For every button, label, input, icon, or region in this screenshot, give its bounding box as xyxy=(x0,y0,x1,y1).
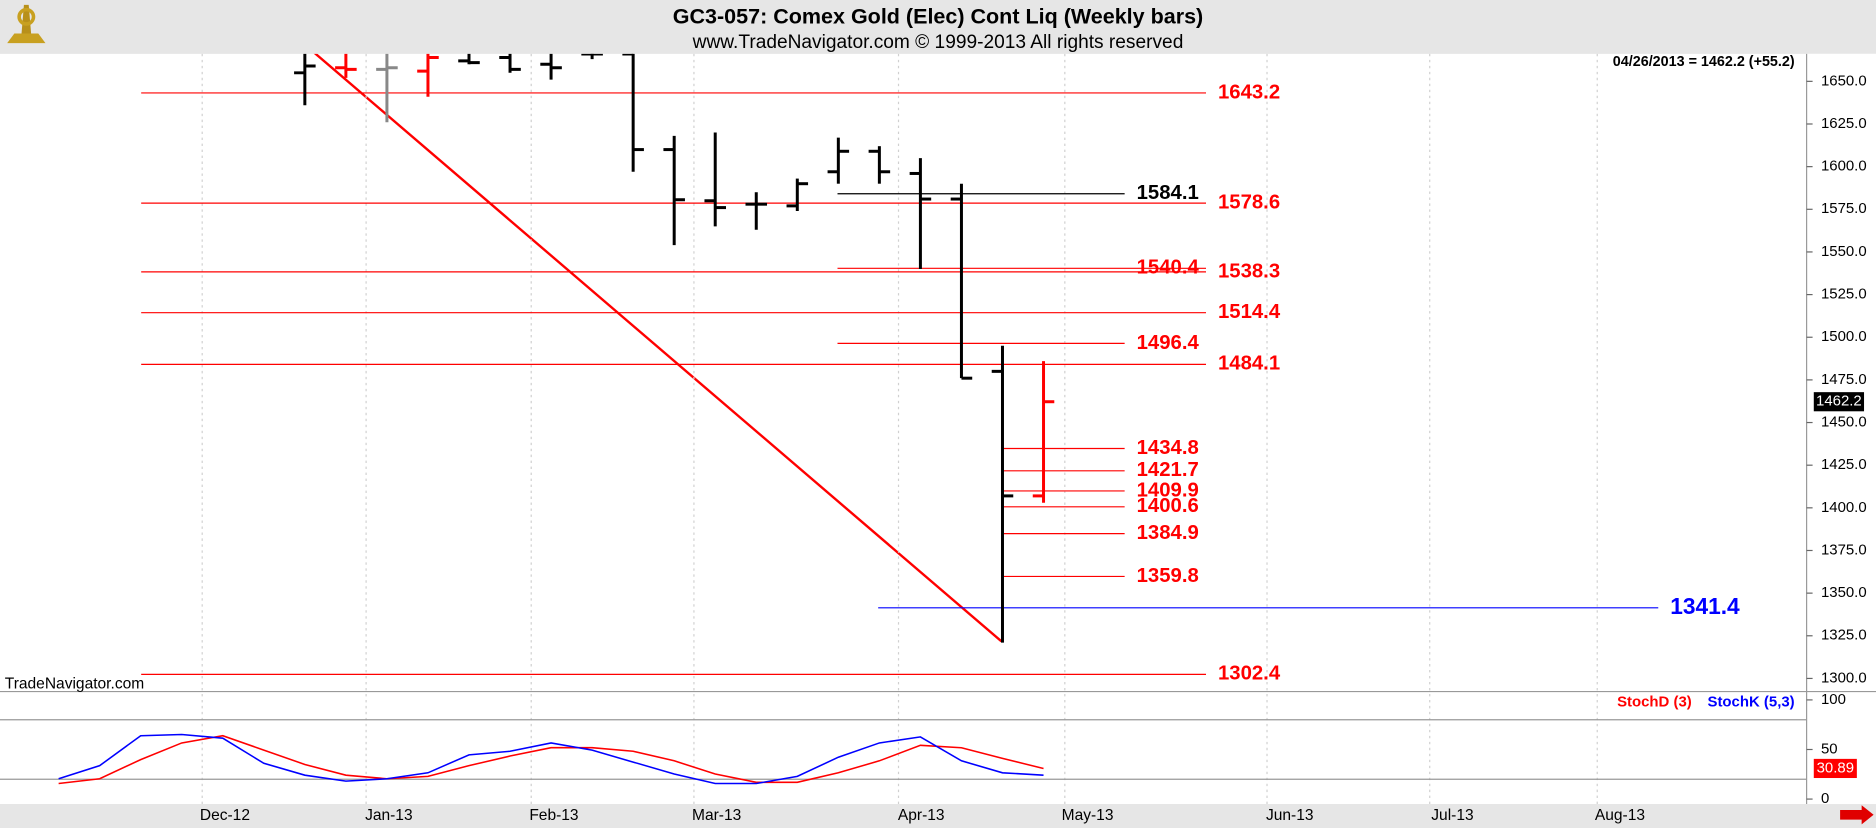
value-label-box xyxy=(1813,758,1857,779)
level-label: 1409.9 xyxy=(1137,479,1199,501)
level-label: 1384.9 xyxy=(1137,522,1199,544)
bars xyxy=(294,53,1055,643)
level-label: 1359.8 xyxy=(1137,565,1199,587)
stoch-line xyxy=(58,734,1044,785)
chart-title: GC3-057: Comex Gold (Elec) Cont Liq (Wee… xyxy=(673,5,1203,29)
x-tick-label: Aug-13 xyxy=(1595,807,1645,824)
x-tick-label: Jan-13 xyxy=(365,807,413,824)
x-tick-label: Jul-13 xyxy=(1431,807,1473,824)
x-tick-label: May-13 xyxy=(1062,807,1114,824)
level-label: 1484.1 xyxy=(1218,353,1280,375)
y-tick-label: 1400.0 xyxy=(1821,499,1867,516)
x-axis-bg xyxy=(0,804,1876,828)
y-tick-label: 1325.0 xyxy=(1821,627,1867,644)
header-bg xyxy=(0,0,1876,54)
watermark: TradeNavigator.com xyxy=(5,676,144,693)
chart-subtitle: www.TradeNavigator.com © 1999-2013 All r… xyxy=(692,32,1184,53)
level-label: 1421.7 xyxy=(1137,459,1199,481)
level-label: 1341.4 xyxy=(1670,593,1740,619)
level-label: 1540.4 xyxy=(1137,257,1200,279)
level-label: 1434.8 xyxy=(1137,437,1199,459)
last-price-box xyxy=(1813,392,1865,412)
level-label: 1302.4 xyxy=(1218,663,1281,685)
last-price-annotation: 04/26/2013 = 1462.2 (+55.2) xyxy=(1613,54,1795,70)
y-tick-label: 1525.0 xyxy=(1821,286,1867,303)
level-label: 1578.6 xyxy=(1218,192,1280,214)
y-tick-label: 1350.0 xyxy=(1821,584,1867,601)
y-tick-label: 100 xyxy=(1821,691,1846,708)
level-label: 1538.3 xyxy=(1218,260,1280,282)
trend-line-group xyxy=(313,53,1003,643)
trend-line xyxy=(313,53,1003,643)
y-axis-bg xyxy=(1806,53,1876,805)
level-label: 1496.4 xyxy=(1137,332,1200,354)
y-tick-label: 1500.0 xyxy=(1821,328,1867,345)
last-price-label: 1462.2 xyxy=(1816,393,1862,410)
x-tick-label: Apr-13 xyxy=(898,807,945,824)
level-label: 1643.2 xyxy=(1218,81,1280,103)
x-tick-label: Mar-13 xyxy=(692,807,741,824)
logo xyxy=(7,4,46,44)
y-tick-label: 1625.0 xyxy=(1821,115,1867,132)
legend-entry: StochD (3) xyxy=(1617,693,1692,710)
y-tick-label: 1550.0 xyxy=(1821,243,1867,260)
y-tick-label: 1375.0 xyxy=(1821,541,1867,558)
stoch-line xyxy=(58,733,1044,785)
y-tick-label: 1300.0 xyxy=(1821,669,1867,686)
y-tick-label: 0 xyxy=(1821,790,1829,807)
x-tick-label: Jun-13 xyxy=(1266,807,1314,824)
scroll-arrow[interactable] xyxy=(1840,805,1874,825)
y-tick-label: 50 xyxy=(1821,740,1838,757)
x-tick-label: Feb-13 xyxy=(529,807,578,824)
y-tick-label: 1425.0 xyxy=(1821,456,1867,473)
level-label: 1584.1 xyxy=(1137,182,1199,204)
legend-entry: StochK (5,3) xyxy=(1707,693,1794,710)
level-label: 1400.6 xyxy=(1137,495,1199,517)
y-tick-label: 1600.0 xyxy=(1821,158,1867,175)
y-tick-label: 1650.0 xyxy=(1821,72,1867,89)
value-label: 30.89 xyxy=(1817,759,1854,776)
y-tick-label: 1450.0 xyxy=(1821,413,1867,430)
y-tick-label: 1475.0 xyxy=(1821,371,1867,388)
x-tick-label: Dec-12 xyxy=(200,807,250,824)
level-label: 1514.4 xyxy=(1218,301,1281,323)
y-tick-label: 1575.0 xyxy=(1821,200,1867,217)
